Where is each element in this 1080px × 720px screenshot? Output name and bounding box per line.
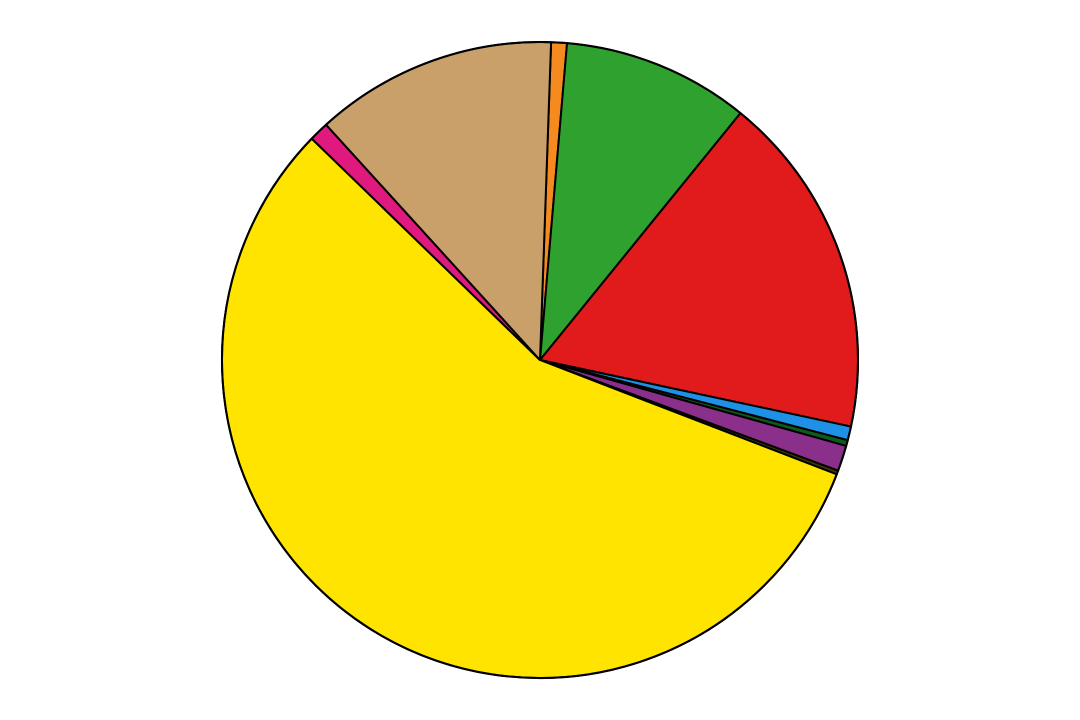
pie-chart [210, 30, 870, 690]
pie-chart-container [210, 30, 870, 690]
